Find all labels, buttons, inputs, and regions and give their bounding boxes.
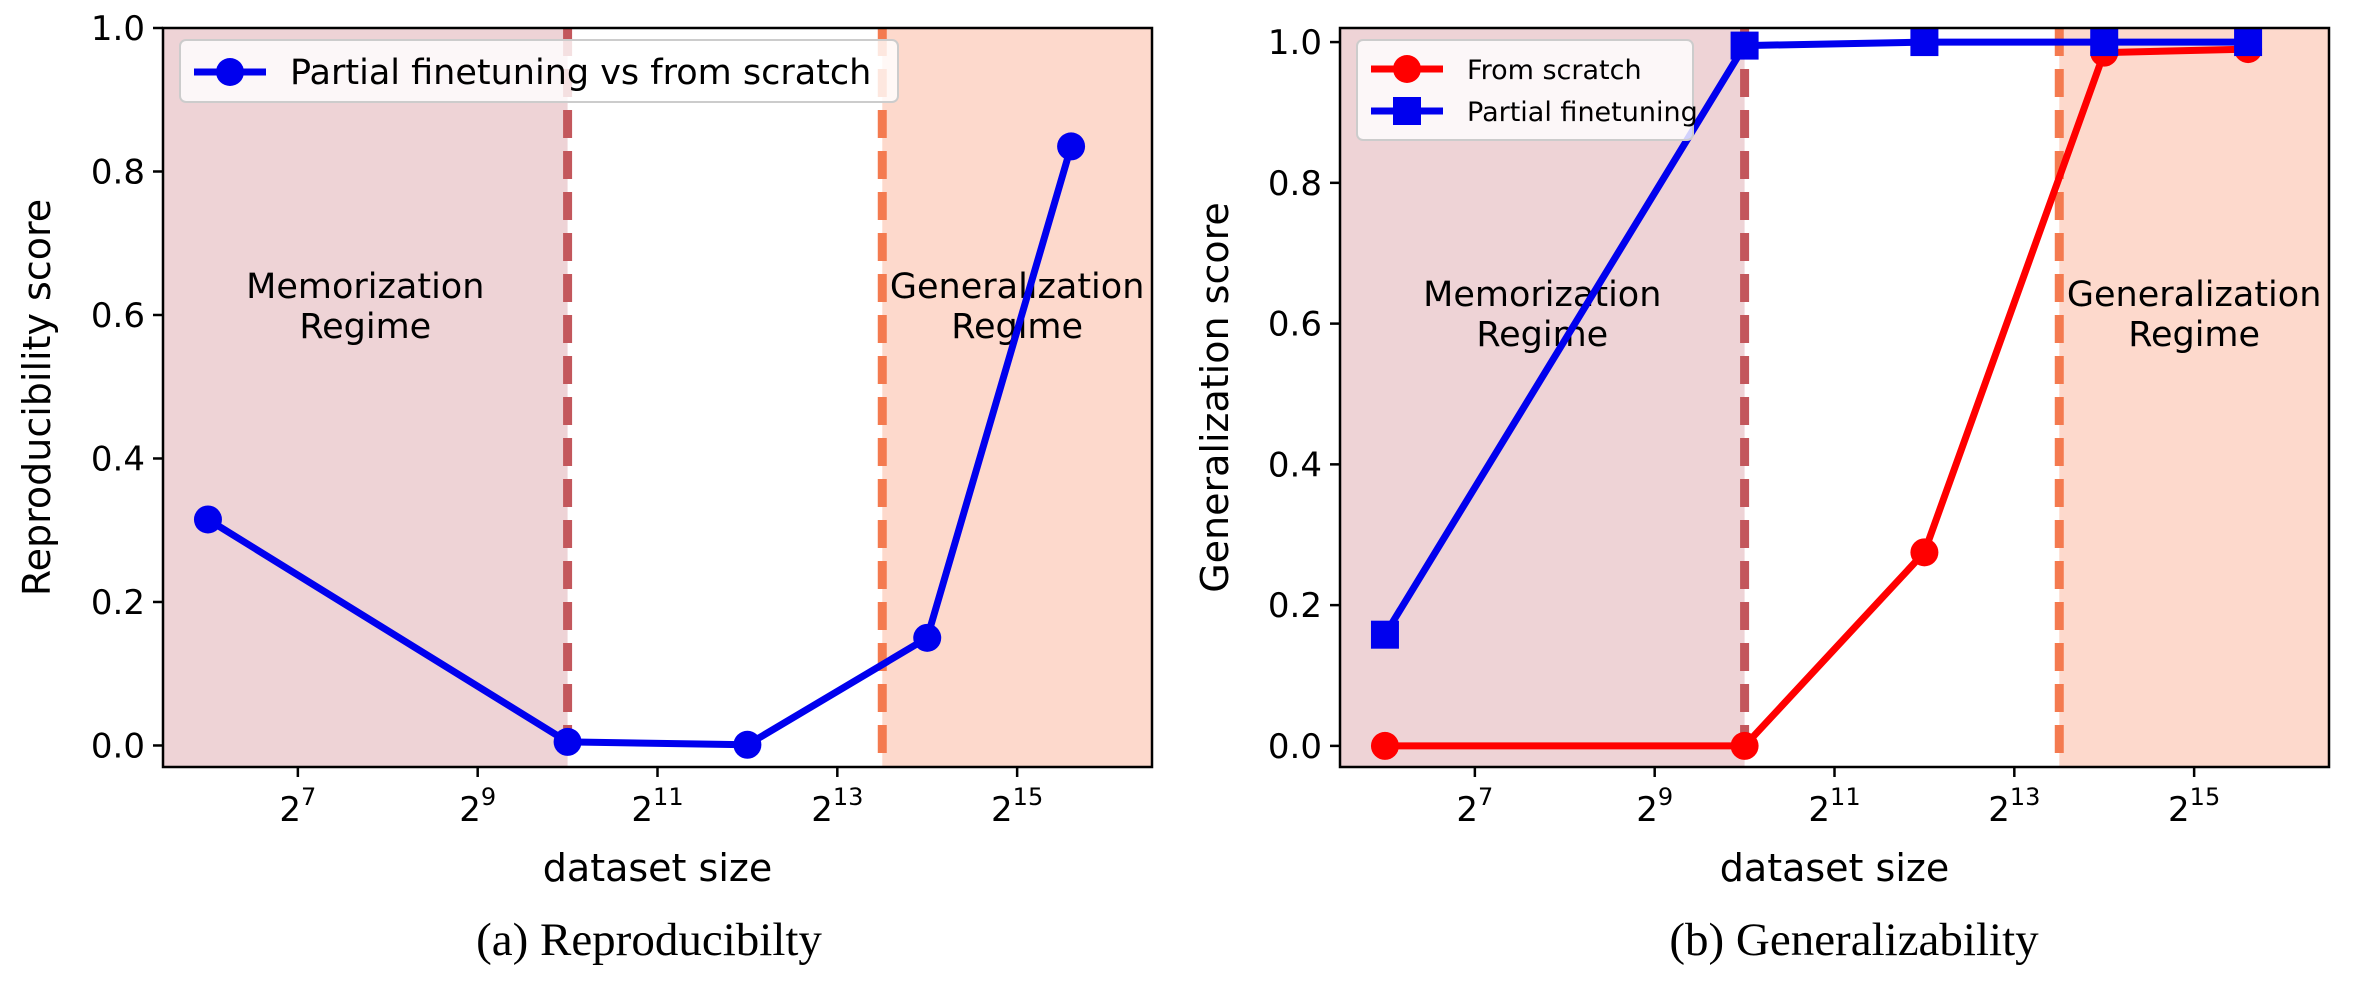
- x-tick-label: 211: [1808, 783, 1860, 830]
- y-tick-label: 0.4: [91, 439, 145, 479]
- regime-label-generalization-line2: Regime: [2128, 315, 2260, 355]
- legend-marker: [1393, 55, 1421, 83]
- chart-reproducibility: MemorizationRegimeGeneralizationRegime0.…: [15, 9, 1154, 890]
- data-point: [1370, 731, 1399, 760]
- y-tick-label: 0.8: [1268, 164, 1322, 204]
- regime-label-memorization: Memorization: [1423, 275, 1661, 315]
- data-point: [2234, 28, 2263, 57]
- chart-generalizability: MemorizationRegimeGeneralizationRegime0.…: [1193, 23, 2331, 890]
- caption-reproducibility: (a) Reproducibilty: [476, 914, 822, 966]
- y-tick-label: 0.8: [91, 152, 145, 192]
- y-tick-label: 1.0: [91, 9, 145, 49]
- x-tick-label: 215: [991, 783, 1043, 830]
- data-point: [1910, 28, 1939, 57]
- x-tick-label: 27: [1456, 783, 1493, 830]
- x-tick-label: 213: [811, 783, 863, 830]
- regime-label-memorization-line2: Regime: [1476, 315, 1608, 355]
- region-generalization: [882, 28, 1152, 767]
- y-tick-label: 0.6: [91, 296, 145, 336]
- legend-marker: [1393, 97, 1421, 125]
- x-tick-label: 29: [459, 783, 496, 830]
- x-tick-label: 27: [279, 783, 316, 830]
- data-point: [2090, 28, 2119, 57]
- legend-marker: [216, 58, 244, 86]
- data-point: [1730, 731, 1759, 760]
- x-tick-label: 211: [631, 783, 683, 830]
- x-tick-label: 215: [2168, 783, 2220, 830]
- data-point: [913, 623, 942, 652]
- x-axis-label: dataset size: [1720, 846, 1949, 890]
- data-point: [1910, 538, 1939, 567]
- legend-box: [179, 39, 899, 103]
- data-point: [1730, 31, 1759, 60]
- legend-label: Partial finetuning: [1467, 97, 1698, 128]
- data-point: [1057, 132, 1086, 161]
- x-tick-label: 29: [1636, 783, 1673, 830]
- region-generalization: [2059, 28, 2329, 767]
- legend-label: Partial finetuning vs from scratch: [290, 53, 871, 93]
- data-point: [1370, 620, 1399, 649]
- y-tick-label: 0.2: [1268, 586, 1322, 626]
- legend-label: From scratch: [1467, 55, 1642, 86]
- x-axis-label: dataset size: [543, 846, 772, 890]
- regime-label-memorization: Memorization: [246, 267, 484, 307]
- regime-label-memorization-line2: Regime: [299, 307, 431, 347]
- legend-box: [1356, 39, 1694, 141]
- y-axis-label: Reproducibility score: [15, 199, 59, 596]
- x-tick-label: 213: [1988, 783, 2040, 830]
- y-axis-label: Generalization score: [1193, 202, 1237, 593]
- region-memorization: [163, 28, 568, 767]
- y-tick-label: 0.2: [91, 583, 145, 623]
- regime-label-generalization: Generalization: [890, 267, 1145, 307]
- data-point: [553, 727, 582, 756]
- y-tick-label: 0.6: [1268, 305, 1322, 345]
- y-tick-label: 0.0: [1268, 727, 1322, 767]
- data-point: [193, 505, 222, 534]
- y-tick-label: 0.4: [1268, 445, 1322, 485]
- y-tick-label: 1.0: [1268, 23, 1322, 63]
- caption-generalizability: (b) Generalizability: [1669, 914, 2039, 966]
- data-point: [733, 730, 762, 759]
- y-tick-label: 0.0: [91, 726, 145, 766]
- regime-label-generalization: Generalization: [2067, 275, 2322, 315]
